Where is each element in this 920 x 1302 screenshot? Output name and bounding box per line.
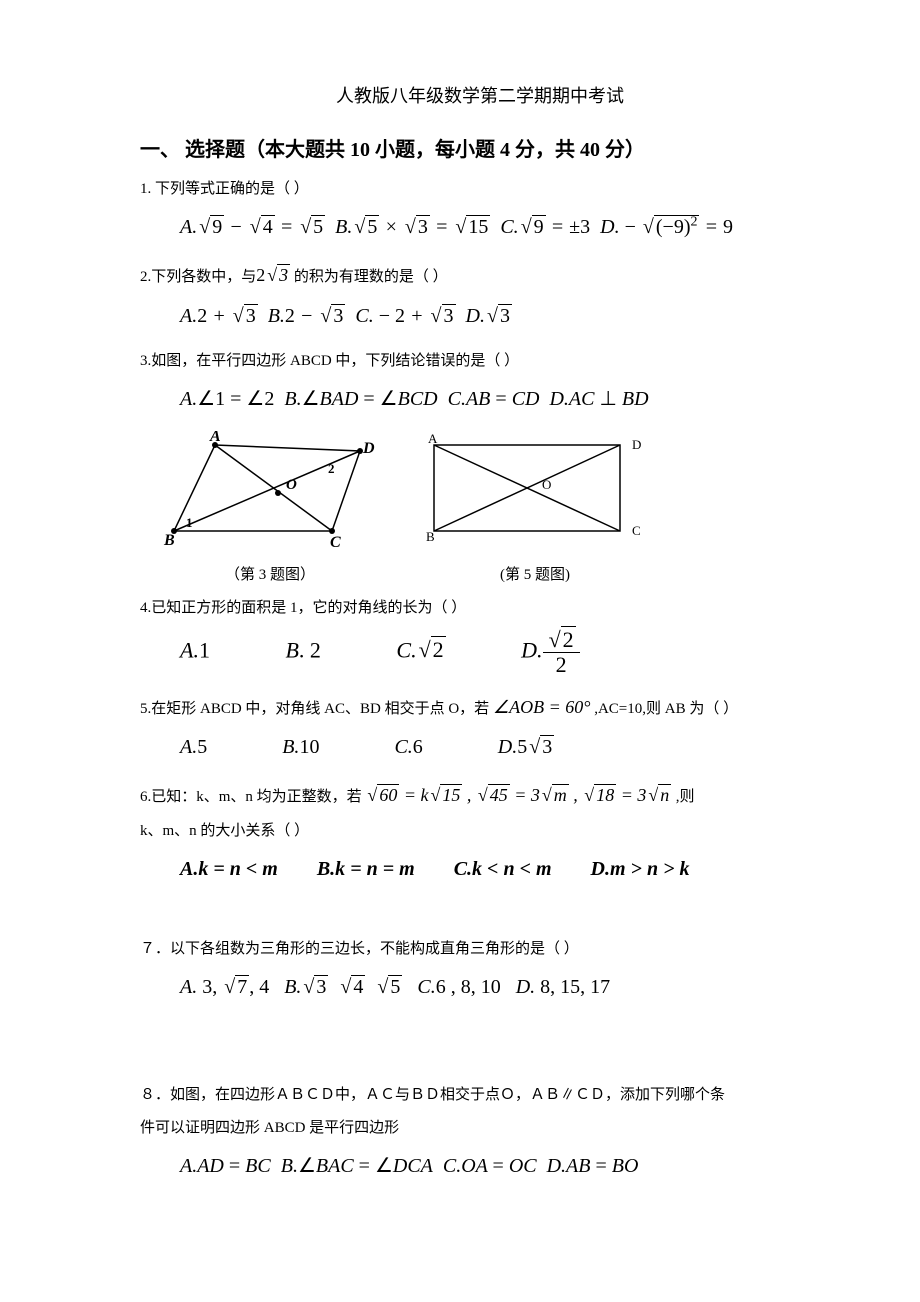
page-title: 人教版八年级数学第二学期期中考试 (140, 80, 820, 112)
svg-text:2: 2 (328, 461, 335, 476)
q6-options: A.k = n < m B.k = n = m C.k < n < m D.m … (180, 851, 820, 887)
q5-stem-a: 5.在矩形 ABCD 中，对角线 AC、BD 相交于点 O，若 (140, 701, 489, 717)
q8-options: A.AD = BC B.∠BAC = ∠DCA C.OA = OC D.AB =… (180, 1148, 820, 1184)
svg-text:A: A (209, 431, 221, 445)
q6-stem-b: ,则 (676, 789, 695, 805)
svg-text:O: O (286, 477, 297, 493)
section-1-heading: 一、 选择题（本大题共 10 小题，每小题 4 分，共 40 分） (140, 132, 820, 168)
fig3-caption: （第 3 题图） (160, 562, 380, 589)
svg-text:D: D (362, 440, 375, 457)
fig3-svg: A D B C O 1 2 (160, 431, 380, 551)
q4-options: A.1 B. 2 C.2 D.22 (180, 628, 820, 677)
q5-stem: 5.在矩形 ABCD 中，对角线 AC、BD 相交于点 O，若 ∠AOB = 6… (140, 691, 820, 723)
q5-options: A.5 B.10 C.6 D.53 (180, 729, 820, 765)
q3-options: A.∠1 = ∠2 B.∠BAD = ∠BCD C.AB = CD D.AC ⊥… (180, 381, 820, 417)
q4-stem: 4.已知正方形的面积是 1，它的对角线的长为（ ） (140, 595, 820, 622)
q7-options: A. 3, 7, 4 B.3 4 5 C.6 , 8, 10 D. 8, 15,… (180, 969, 820, 1005)
q7-stem: ７．以下各组数为三角形的三边长，不能构成直角三角形的是（ ） (140, 936, 820, 963)
svg-text:C: C (330, 534, 341, 551)
svg-text:C: C (632, 523, 641, 538)
q1-options: A.9 − 4 = 5 B.5 × 3 = 15 C.9 = ±3 D. − (… (180, 209, 820, 245)
q6-stem: 6.已知：k、m、n 均为正整数，若 60 = k15 , 45 = 3m , … (140, 779, 820, 811)
svg-text:B: B (426, 529, 435, 544)
q2-options: A.2 + 3 B.2 − 3 C. − 2 + 3 D.3 (180, 298, 820, 334)
fig3-block: A D B C O 1 2 （第 3 题图） (160, 431, 380, 589)
q2-stem: 2.下列各数中，与23 的积为有理数的是（ ） (140, 259, 820, 291)
svg-text:O: O (542, 477, 551, 492)
q8-stem-a: ８．如图，在四边形ＡＢＣＤ中，ＡＣ与ＢＤ相交于点Ｏ，ＡＢ∥ＣＤ，添加下列哪个条 (140, 1082, 820, 1109)
q5-stem-b: ,AC=10,则 AB 为（ ） (594, 701, 738, 717)
fig5-caption: (第 5 题图) (420, 562, 650, 589)
svg-text:D: D (632, 437, 641, 452)
fig5-svg: A D B C O (420, 431, 650, 551)
q3-stem: 3.如图，在平行四边形 ABCD 中，下列结论错误的是（ ） (140, 348, 820, 375)
q1-stem: 1. 下列等式正确的是（ ） (140, 176, 820, 203)
svg-text:B: B (163, 532, 175, 549)
svg-text:A: A (428, 431, 438, 446)
q6-stem-a: 6.已知：k、m、n 均为正整数，若 (140, 789, 362, 805)
q6-stem-c: k、m、n 的大小关系（ ） (140, 818, 820, 845)
q8-stem-b: 件可以证明四边形 ABCD 是平行四边形 (140, 1115, 820, 1142)
q2-stem-a: 2.下列各数中，与 (140, 269, 256, 285)
figures-row: A D B C O 1 2 （第 3 题图） A D B C O (第 5 题图… (160, 431, 820, 589)
fig5-block: A D B C O (第 5 题图) (420, 431, 650, 589)
svg-text:1: 1 (186, 515, 193, 530)
q2-stem-b: 的积为有理数的是（ ） (290, 269, 448, 285)
